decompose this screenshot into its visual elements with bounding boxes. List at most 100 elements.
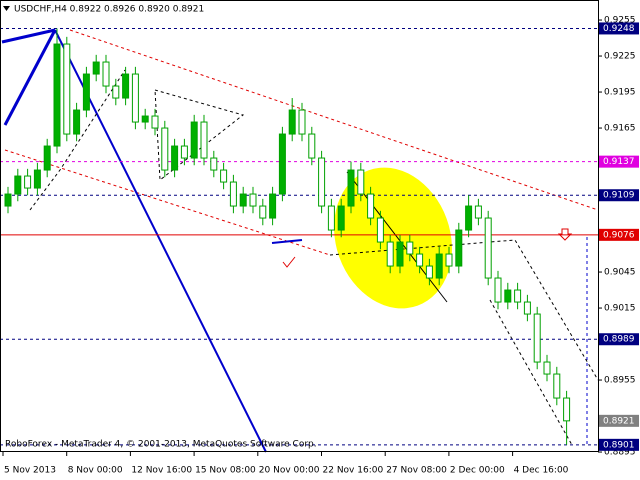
footer: RoboForex - MetaTrader 4, © 2001-2013, M… [5, 440, 317, 450]
level-label: 0.8921 [603, 416, 635, 426]
candle-body [82, 73, 90, 111]
candle-body [445, 253, 453, 267]
candle-body [416, 253, 424, 267]
candle-body [435, 253, 443, 279]
level-label-box [599, 333, 639, 346]
candle-body [112, 85, 120, 99]
y-tick-label: 0.9165 [604, 124, 636, 134]
level-label-box [599, 438, 639, 451]
channel-line [29, 69, 126, 211]
trend-line [3, 29, 57, 126]
candle-body [367, 193, 375, 219]
menu-icon [3, 6, 10, 11]
candle-body [269, 193, 277, 219]
candle-body [308, 133, 316, 159]
level-label-box [599, 414, 639, 427]
trend-line [4, 149, 331, 256]
candle-body [298, 109, 306, 135]
candle-body [190, 121, 198, 159]
candle-body [259, 205, 267, 219]
candle-body [171, 145, 179, 171]
candle-body [210, 157, 218, 171]
highlight-ellipse [334, 167, 452, 309]
candle-body [553, 373, 561, 399]
candle-body [484, 217, 492, 279]
x-tick-label: 20 Nov 00:00 [259, 466, 320, 476]
y-tick-label: 0.9045 [604, 268, 636, 278]
x-tick-label: 15 Nov 08:00 [195, 466, 256, 476]
candle-body [33, 169, 41, 189]
trend-line [54, 29, 267, 453]
level-label: 0.9109 [603, 191, 635, 201]
candle-body [151, 115, 159, 129]
candle-body [543, 361, 551, 375]
candle-body [229, 181, 237, 207]
candle-body [92, 61, 100, 75]
candle-body [396, 241, 404, 267]
candle-body [455, 229, 463, 267]
candle-body [278, 133, 286, 195]
y-tick-label: 0.9255 [604, 16, 636, 26]
level-label-box [599, 228, 639, 241]
candle-body [180, 145, 188, 159]
candle-body [4, 193, 12, 207]
channel-line [489, 299, 573, 446]
candle-body [337, 205, 345, 231]
chart-title: USDCHF,H4 0.8922 0.8926 0.8920 0.8921 [14, 5, 204, 15]
candle-body [386, 241, 394, 267]
arrow-icon [557, 228, 573, 241]
candle-body [161, 127, 169, 171]
y-tick-label: 0.9015 [604, 304, 636, 314]
candle-body [533, 313, 541, 363]
level-label-box [599, 189, 639, 202]
level-label: 0.9076 [603, 230, 635, 240]
candle-body [239, 193, 247, 207]
y-tick-label: 0.8955 [604, 376, 636, 386]
candle-body [376, 217, 384, 243]
level-label: 0.8901 [603, 440, 635, 450]
candle-body [318, 157, 326, 207]
candle-body [474, 205, 482, 219]
x-tick-label: 4 Dec 16:00 [514, 466, 569, 476]
candle-body [563, 397, 571, 422]
x-tick-label: 5 Nov 2013 [4, 466, 56, 476]
candle-body [43, 145, 51, 171]
x-tick-label: 2 Dec 00:00 [450, 466, 505, 476]
check-icon [282, 256, 296, 268]
plot [0, 27, 598, 446]
candle-body [24, 175, 32, 189]
candle-body [347, 169, 355, 207]
candle-body [220, 169, 228, 183]
level-label-box [599, 22, 639, 35]
y-tick-label: 0.8895 [604, 448, 636, 458]
trend-line [1, 28, 56, 44]
candle-body [14, 175, 22, 195]
candle-body [406, 241, 414, 255]
plot-frame [0, 0, 599, 452]
x-tick-label: 27 Nov 08:00 [386, 466, 447, 476]
candle-body [102, 61, 110, 87]
candle-body [63, 43, 71, 135]
y-tick-label: 0.9195 [604, 88, 636, 98]
candle-body [425, 265, 433, 279]
candle-body [288, 109, 296, 135]
candle-body [73, 109, 81, 135]
candle-body [327, 205, 335, 231]
candle-body [494, 277, 502, 303]
x-tick-label: 8 Nov 00:00 [68, 466, 123, 476]
candle-body [53, 43, 61, 147]
candle-body [141, 115, 149, 123]
candle-body [504, 289, 512, 303]
x-tick-label: 12 Nov 16:00 [131, 466, 192, 476]
candle-body [523, 301, 531, 315]
x-tick-label: 22 Nov 16:00 [323, 466, 384, 476]
trend-line [271, 239, 303, 244]
level-label-box [599, 155, 639, 168]
level-label: 0.9248 [603, 24, 635, 34]
y-tick-label: 0.9225 [604, 52, 636, 62]
candle-body [200, 121, 208, 159]
candle-body [357, 169, 365, 195]
candle-body [465, 205, 473, 231]
candle-body [131, 73, 139, 123]
